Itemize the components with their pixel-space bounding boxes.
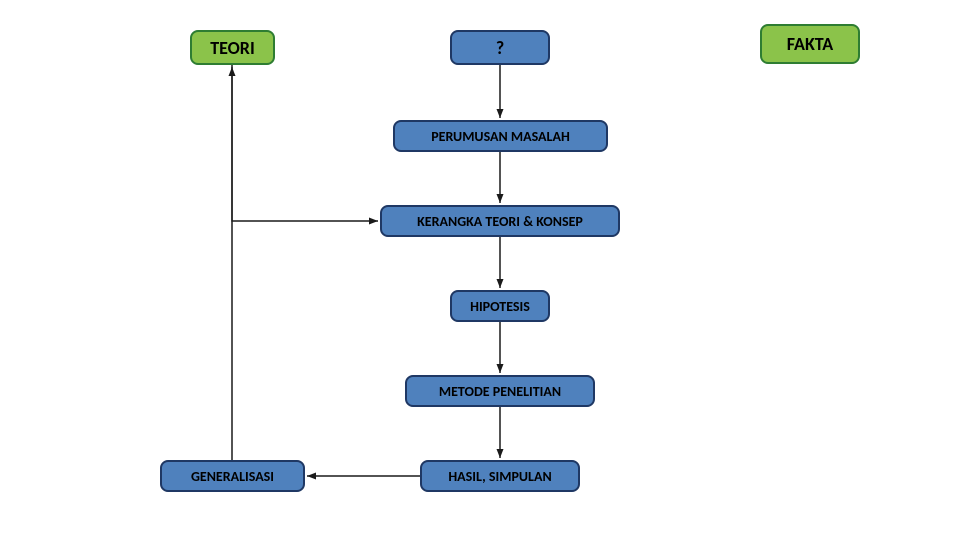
node-metode: METODE PENELITIAN — [405, 375, 595, 407]
node-kerangka: KERANGKA TEORI & KONSEP — [380, 205, 620, 237]
node-label: TEORI — [210, 37, 255, 59]
node-teori: TEORI — [190, 30, 275, 65]
node-fakta: FAKTA — [760, 24, 860, 64]
node-label: METODE PENELITIAN — [439, 383, 561, 400]
node-general: GENERALISASI — [160, 460, 305, 492]
node-label: FAKTA — [787, 33, 833, 55]
node-hasil: HASIL, SIMPULAN — [420, 460, 580, 492]
node-label: GENERALISASI — [191, 468, 274, 485]
node-label: HASIL, SIMPULAN — [448, 468, 551, 485]
node-perumusan: PERUMUSAN MASALAH — [393, 120, 608, 152]
node-label: KERANGKA TEORI & KONSEP — [417, 213, 583, 230]
node-label: HIPOTESIS — [470, 298, 530, 315]
node-hipotesis: HIPOTESIS — [450, 290, 550, 322]
edges-layer — [0, 0, 960, 540]
node-question: ? — [450, 30, 550, 65]
node-label: PERUMUSAN MASALAH — [431, 128, 570, 145]
node-label: ? — [496, 37, 504, 59]
